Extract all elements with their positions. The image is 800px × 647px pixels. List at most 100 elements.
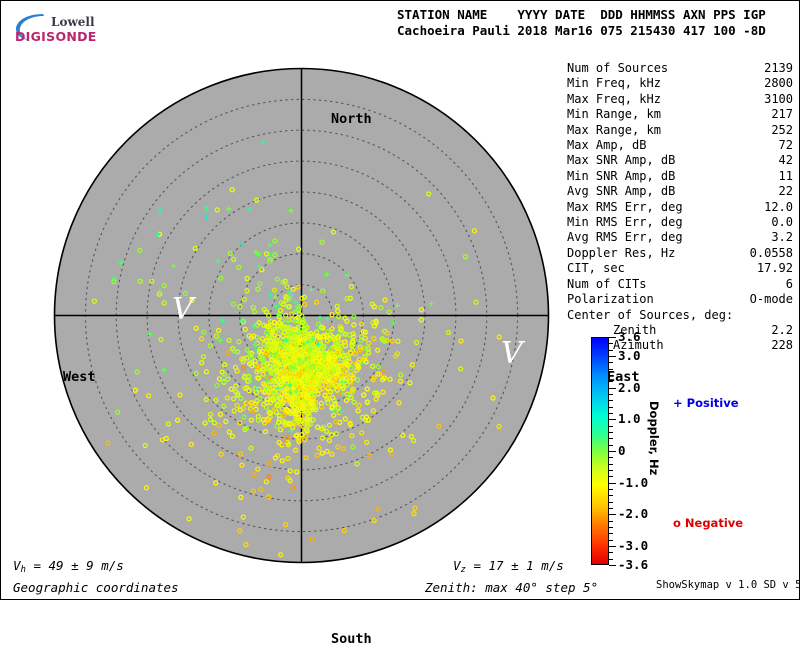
- source-point: [348, 394, 354, 401]
- source-point: [243, 541, 249, 548]
- colorbar-tick-label: 3.6: [618, 329, 641, 344]
- source-point: [161, 367, 167, 373]
- source-point: [225, 376, 231, 382]
- source-point: [118, 259, 124, 266]
- source-point: [157, 208, 163, 214]
- source-point: [325, 329, 331, 335]
- param-key: Avg SNR Amp, dB: [567, 184, 676, 199]
- source-point: [317, 315, 323, 321]
- param-value: 6: [785, 276, 793, 291]
- source-point: [351, 399, 357, 405]
- param-key: CIT, sec: [567, 261, 625, 276]
- source-point: [285, 319, 291, 325]
- source-point: [356, 402, 362, 408]
- param-value: 217: [771, 107, 793, 122]
- param-value: 228: [771, 338, 793, 353]
- vz-subscript: z: [460, 565, 466, 575]
- source-point: [335, 333, 342, 340]
- colorbar-minor-tick: [609, 413, 613, 414]
- source-point: [240, 365, 247, 371]
- source-point: [265, 388, 271, 394]
- colorbar-minor-tick: [609, 539, 613, 541]
- source-point: [260, 140, 267, 146]
- source-point: [355, 362, 361, 368]
- source-point: [280, 375, 287, 381]
- source-point: [258, 486, 264, 493]
- vz-value: = 17 ± 1 m/s: [465, 558, 564, 573]
- source-point: [324, 448, 330, 455]
- colorbar-major-tick: [609, 337, 616, 338]
- source-point: [218, 275, 224, 281]
- param-row: Max RMS Err, deg 12.0: [567, 200, 793, 215]
- source-point: [267, 410, 274, 416]
- source-point: [266, 474, 272, 480]
- source-point: [363, 345, 369, 351]
- colorbar-minor-tick: [609, 501, 613, 503]
- source-point: [355, 408, 361, 414]
- source-point: [267, 258, 273, 264]
- source-point: [261, 401, 267, 408]
- source-point: [375, 347, 381, 353]
- source-point: [315, 333, 322, 340]
- parameter-list: Num of Sources 2139 Min Freq, kHz 2800 Max F…: [567, 61, 793, 354]
- source-point: [261, 306, 268, 313]
- source-point: [292, 318, 298, 324]
- param-row: Num of Sources 2139: [567, 61, 793, 76]
- source-point: [389, 338, 395, 344]
- colorbar-major-tick: [609, 387, 616, 389]
- source-point: [348, 283, 355, 290]
- source-point: [290, 353, 296, 360]
- source-point: [256, 349, 263, 355]
- param-row: Max Range, km 252: [567, 123, 793, 138]
- source-point: [199, 360, 205, 366]
- param-row: Min Freq, kHz 2800: [567, 76, 793, 91]
- source-point: [170, 263, 177, 269]
- source-point: [334, 387, 340, 393]
- param-value: 17.92: [756, 261, 793, 276]
- skymap-canvas[interactable]: V V: [53, 67, 550, 564]
- source-point: [325, 355, 332, 362]
- skymap-polar-plot[interactable]: V V North South West East: [53, 67, 640, 647]
- source-point: [272, 294, 278, 300]
- source-point: [310, 417, 316, 423]
- source-point: [282, 422, 288, 428]
- source-point: [393, 353, 399, 359]
- source-point: [257, 354, 264, 361]
- source-point: [251, 309, 258, 315]
- source-point: [248, 417, 255, 423]
- source-point: [288, 397, 295, 403]
- source-point: [331, 354, 337, 360]
- source-point: [250, 304, 256, 311]
- source-point: [237, 420, 243, 426]
- param-value: 3.2: [771, 230, 793, 245]
- source-point: [300, 406, 306, 412]
- source-point: [330, 334, 337, 340]
- source-point: [249, 408, 256, 414]
- source-point: [277, 427, 284, 433]
- source-point: [143, 485, 150, 491]
- source-point: [387, 376, 393, 382]
- param-row: Min SNR Amp, dB 11: [567, 169, 793, 184]
- source-point: [269, 329, 275, 335]
- source-point: [207, 343, 213, 349]
- source-point: [232, 364, 239, 370]
- source-point: [137, 247, 143, 254]
- source-point: [303, 454, 309, 461]
- source-point: [272, 238, 278, 244]
- source-point: [282, 368, 288, 374]
- colorbar-minor-tick: [609, 432, 613, 433]
- swoosh-icon: [16, 14, 44, 40]
- colorbar-minor-tick: [609, 349, 613, 351]
- source-point: [309, 536, 315, 542]
- param-value: 12.0: [764, 199, 793, 214]
- source-point: [174, 417, 181, 423]
- doppler-colorbar[interactable]: [591, 337, 609, 565]
- source-point: [321, 343, 327, 349]
- colorbar-minor-tick: [609, 463, 613, 465]
- source-point: [302, 351, 308, 357]
- source-point: [350, 444, 356, 450]
- param-value: 42: [778, 153, 793, 168]
- source-point: [213, 480, 219, 486]
- source-point: [361, 392, 367, 398]
- param-value: 22: [778, 184, 793, 199]
